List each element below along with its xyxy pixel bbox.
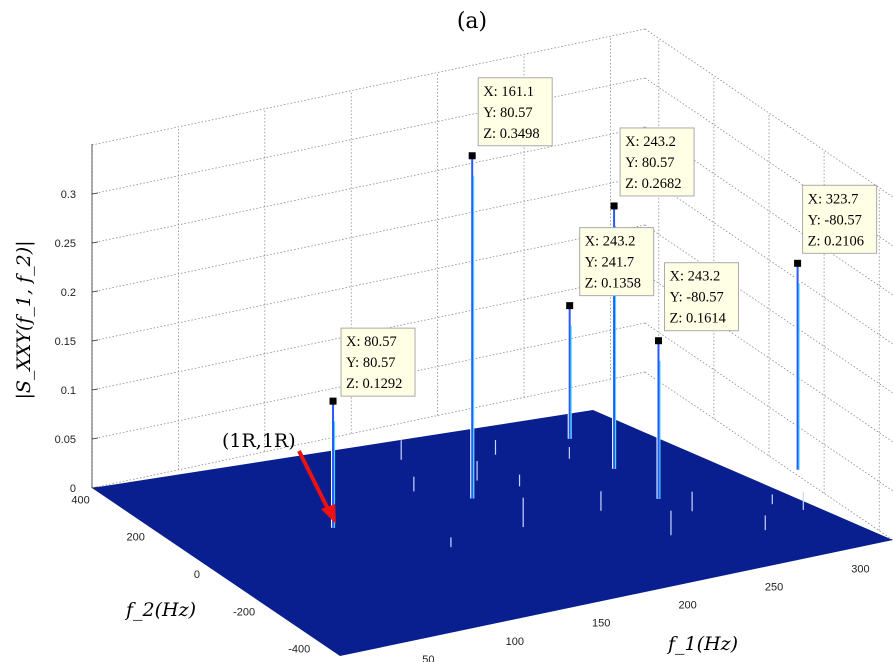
z-tick-label: 0.25 xyxy=(55,238,76,250)
grid-line xyxy=(644,322,893,492)
datatip-marker xyxy=(566,302,574,310)
datatip-box xyxy=(663,262,739,332)
x-tick-label: 200 xyxy=(678,600,696,612)
y-tick-label: -400 xyxy=(288,644,310,656)
grid-line xyxy=(644,28,893,198)
chart-title: (a) xyxy=(457,9,487,34)
datatip-line-2: Y: 241.7 xyxy=(585,255,634,271)
datatip-box xyxy=(619,127,695,197)
peak-4: X: 243.2 Y: 241.7 Z: 0.1358 xyxy=(566,227,655,439)
z-tick-label: 0.3 xyxy=(61,189,76,201)
z-tick-label: 0.05 xyxy=(55,434,76,446)
datatip-marker xyxy=(610,202,618,210)
datatip-marker xyxy=(654,337,662,345)
y-tick-label: 200 xyxy=(127,532,145,544)
datatip-line-1: X: 243.2 xyxy=(625,134,676,150)
y-tick-label: -200 xyxy=(233,606,255,618)
surface-floor xyxy=(92,410,893,656)
datatip-marker xyxy=(794,259,802,267)
datatip-line-1: X: 80.57 xyxy=(346,334,397,350)
z-axis-label-text: |S_XXY(f_1, f_2)| xyxy=(13,240,35,399)
z-tick-mark xyxy=(91,486,99,489)
grid-line xyxy=(644,175,893,345)
z-tick-mark xyxy=(91,290,99,293)
z-tick-mark xyxy=(91,437,99,440)
datatip-line-3: Z: 0.2682 xyxy=(625,176,681,192)
peak-6: X: 323.7 Y: -80.57 Z: 0.2106 xyxy=(794,184,878,470)
z-tick-label: 0.1 xyxy=(61,385,76,397)
grid-line xyxy=(91,175,646,293)
datatip-line-3: Z: 0.1614 xyxy=(669,311,726,327)
peak-1: X: 80.57 Y: 80.57 Z: 0.1292 xyxy=(329,327,416,528)
peak-5: X: 243.2 Y: -80.57 Z: 0.1614 xyxy=(654,262,739,499)
x-tick-label: 300 xyxy=(851,563,869,575)
y-axis-label: f_2(Hz) xyxy=(124,599,196,621)
datatip-line-3: Z: 0.1358 xyxy=(585,276,641,292)
grid-line xyxy=(91,126,646,244)
datatip-line-2: Y: -80.57 xyxy=(669,290,723,306)
datatip-line-3: Z: 0.1292 xyxy=(346,376,402,392)
x-tick-label: 250 xyxy=(765,581,783,593)
grid-line xyxy=(644,224,893,394)
datatip-line-2: Y: 80.57 xyxy=(625,155,674,171)
datatip-box xyxy=(340,327,416,397)
annotation-1r1r: (1R,1R) xyxy=(222,430,296,452)
z-tick-label: 0 xyxy=(70,483,76,495)
z-tick-label: 0.2 xyxy=(61,287,76,299)
datatip-marker xyxy=(468,152,476,160)
peak-3: X: 243.2 Y: 80.57 Z: 0.2682 xyxy=(610,127,695,469)
datatip-box xyxy=(477,77,553,147)
z-tick-mark xyxy=(91,339,99,342)
y-tick-label: 400 xyxy=(71,494,89,506)
grid-line xyxy=(644,371,893,541)
grid-line xyxy=(91,77,646,195)
datatip-line-3: Z: 0.3498 xyxy=(483,126,539,142)
x-tick-label: 50 xyxy=(422,654,434,662)
annotation-arrow xyxy=(297,450,336,524)
grid-line xyxy=(91,224,646,342)
datatip-line-2: Y: 80.57 xyxy=(483,105,532,121)
z-tick-label: 0.15 xyxy=(55,336,76,348)
datatip-box xyxy=(579,227,655,297)
noise-spikes xyxy=(400,440,804,548)
z-tick-mark xyxy=(91,388,99,391)
datatip-line-1: X: 243.2 xyxy=(585,234,636,250)
x-tick-label: 100 xyxy=(506,636,524,648)
datatip-box xyxy=(802,184,878,254)
peak-2: X: 161.1 Y: 80.57 Z: 0.3498 xyxy=(468,77,553,499)
datatip-line-1: X: 243.2 xyxy=(669,269,720,285)
x-axis-label: f_1(Hz) xyxy=(666,633,738,655)
datatip-line-1: X: 323.7 xyxy=(808,191,859,207)
z-axis-label: |S_XXY(f_1, f_2)| xyxy=(13,240,35,399)
datatip-line-1: X: 161.1 xyxy=(483,84,534,100)
datatip-line-2: Y: 80.57 xyxy=(346,355,395,371)
z-tick-mark xyxy=(91,192,99,195)
datatip-marker xyxy=(329,397,337,405)
grid-line xyxy=(91,28,646,146)
datatip-line-3: Z: 0.2106 xyxy=(808,233,864,249)
y-tick-label: 0 xyxy=(194,569,200,581)
datatip-line-2: Y: -80.57 xyxy=(808,212,862,228)
x-tick-label: 150 xyxy=(592,618,610,630)
z-tick-mark xyxy=(91,241,99,244)
